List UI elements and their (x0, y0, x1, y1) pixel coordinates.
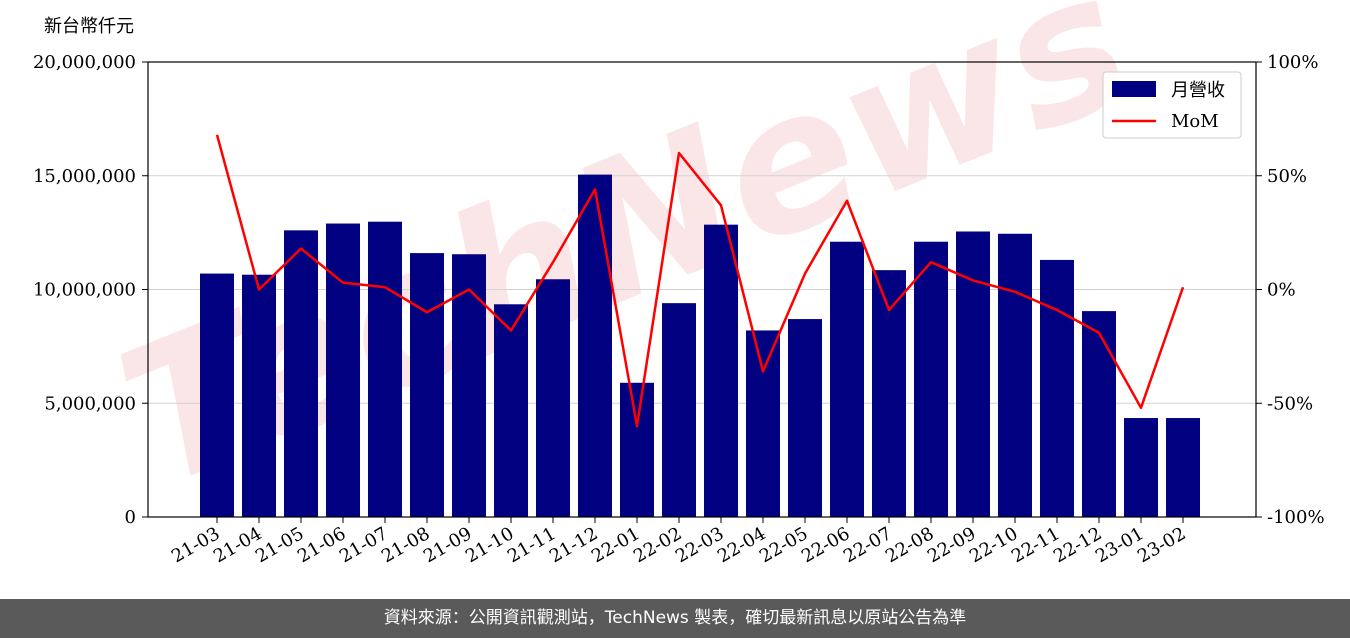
bar-22-08 (914, 241, 948, 517)
left-tick-label: 20,000,000 (33, 52, 136, 73)
bar-22-11 (1040, 259, 1074, 517)
bar-22-02 (662, 303, 696, 517)
right-tick-label: -50% (1267, 393, 1313, 414)
line-series (215, 134, 1185, 428)
bar-22-01 (620, 382, 654, 517)
bar-21-09 (452, 254, 486, 518)
bar-22-03 (704, 224, 738, 517)
bar-21-04 (242, 274, 276, 517)
bar-21-06 (326, 223, 360, 517)
x-tick-label: 23-02 (1134, 523, 1189, 567)
bar-21-05 (284, 230, 318, 517)
bar-22-12 (1082, 311, 1116, 517)
bar-21-11 (536, 279, 570, 517)
bar-21-03 (200, 273, 234, 517)
bar-22-06 (830, 241, 864, 517)
bar-22-05 (788, 319, 822, 517)
mom-line (215, 134, 1185, 428)
left-tick-label: 10,000,000 (33, 280, 136, 301)
bar-23-01 (1124, 418, 1158, 517)
right-tick-label: 100% (1267, 52, 1318, 73)
left-tick-label: 5,000,000 (44, 393, 136, 414)
bar-series (200, 174, 1200, 518)
legend: 月營收 MoM (1102, 71, 1242, 139)
bar-22-07 (872, 270, 906, 517)
y-axis-unit-label: 新台幣仟元 (44, 16, 134, 37)
revenue-chart: TechNews 05,000,00010,000,00015,000,0002… (33, 0, 1325, 567)
bar-22-04 (746, 330, 780, 517)
bar-21-12 (578, 174, 612, 518)
bar-22-10 (998, 233, 1032, 517)
left-tick-label: 0 (125, 507, 136, 528)
legend-label-mom: MoM (1171, 111, 1219, 132)
right-tick-label: -100% (1267, 507, 1325, 528)
left-tick-label: 15,000,000 (33, 166, 136, 187)
right-tick-label: 50% (1267, 166, 1307, 187)
source-footer: 資料來源：公開資訊觀測站，TechNews 製表，確切最新訊息以原站公告為準 (0, 599, 1350, 638)
bar-23-02 (1166, 418, 1200, 517)
bar-21-10 (494, 304, 528, 517)
legend-label-revenue: 月營收 (1171, 80, 1225, 101)
bar-21-07 (368, 221, 402, 517)
bar-21-08 (410, 253, 444, 517)
legend-bar-swatch (1112, 81, 1156, 97)
right-tick-label: 0% (1267, 280, 1296, 301)
